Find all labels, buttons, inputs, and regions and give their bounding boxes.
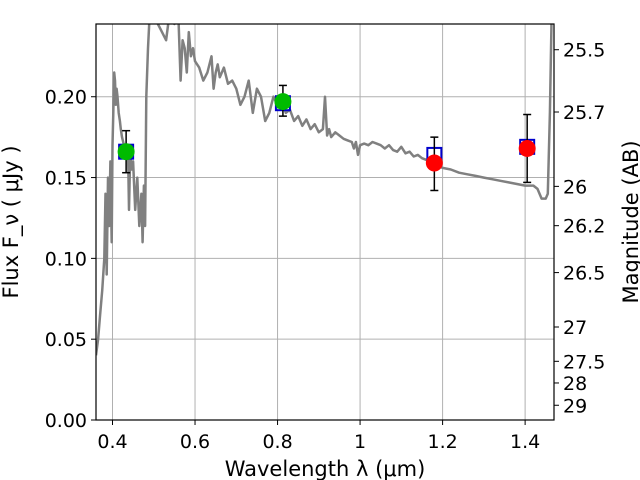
right-tick-label: 26.5 bbox=[563, 263, 605, 285]
observed-flux-point bbox=[274, 93, 292, 111]
right-tick-label: 26 bbox=[563, 176, 587, 198]
y-tick-label: 0.15 bbox=[45, 168, 87, 190]
y-tick-label: 0.00 bbox=[45, 410, 87, 432]
observed-flux-point bbox=[117, 143, 135, 161]
x-tick-label: 1 bbox=[354, 431, 366, 453]
plot-area bbox=[95, 23, 555, 421]
x-tick-labels: 0.4 0.6 0.8 1 1.2 1.4 bbox=[97, 431, 540, 453]
axes-frame bbox=[95, 23, 555, 421]
x-tick-label: 1.2 bbox=[427, 431, 457, 453]
grid-lines bbox=[91, 24, 559, 425]
y-tick-label: 0.05 bbox=[45, 329, 87, 351]
right-axis-label: Magnitude (AB) bbox=[619, 140, 640, 303]
x-tick-label: 1.4 bbox=[510, 431, 540, 453]
y-tick-label: 0.10 bbox=[45, 248, 87, 270]
x-tick-label: 0.8 bbox=[262, 431, 292, 453]
right-tick-label: 28 bbox=[563, 373, 587, 395]
right-tick-label: 27 bbox=[563, 317, 587, 339]
right-tick-label: 27.5 bbox=[563, 351, 605, 373]
y-axis-label: Flux F_ν ( μJy ) bbox=[0, 145, 24, 298]
y-tick-label: 0.20 bbox=[45, 87, 87, 109]
x-tick-label: 0.6 bbox=[180, 431, 210, 453]
right-tick-label: 29 bbox=[563, 395, 587, 417]
x-axis-label: Wavelength λ (μm) bbox=[225, 457, 426, 480]
right-tick-label: 26.2 bbox=[563, 216, 605, 238]
right-tick-label: 25.7 bbox=[563, 102, 605, 124]
x-tick-label: 0.4 bbox=[97, 431, 127, 453]
observed-flux-point bbox=[425, 154, 443, 172]
right-tick-label: 25.5 bbox=[563, 40, 605, 62]
observed-flux-point bbox=[518, 139, 536, 157]
y-tick-labels: 0.00 0.05 0.10 0.15 0.20 bbox=[45, 87, 87, 432]
